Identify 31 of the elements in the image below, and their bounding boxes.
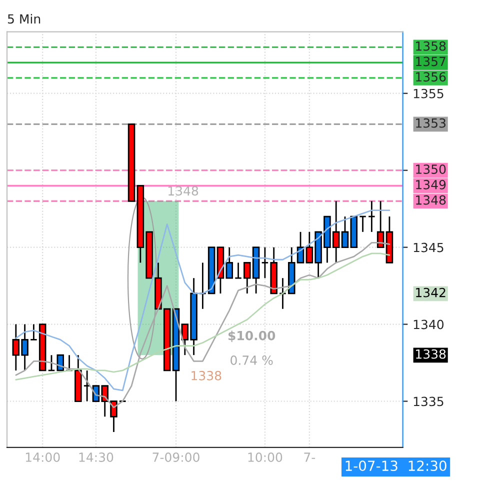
x-tick-label: 14:30 — [79, 452, 114, 462]
ref-line-label: 1349 — [416, 180, 446, 190]
x-tick-label: 7-09:00 — [152, 452, 200, 462]
candlestick — [110, 400, 118, 433]
candlestick — [30, 324, 38, 340]
text: 1-07-13 12:30 — [346, 460, 446, 472]
x-tick-label: 7- — [304, 452, 316, 462]
text: 1342 — [416, 288, 446, 298]
ref-line-label: 1353 — [416, 118, 446, 128]
candlestick — [56, 354, 64, 372]
annotation: 1338 — [192, 370, 222, 380]
x-tick-label: 14:00 — [26, 452, 60, 462]
y-tick-label: 1335 — [414, 396, 444, 406]
text: 1338 — [416, 349, 446, 359]
y-tick-label: 1355 — [414, 88, 444, 98]
y-tick-label: 1340 — [414, 320, 444, 330]
annotation: $10.00 — [228, 330, 276, 342]
ref-line-label: 1357 — [416, 56, 446, 66]
candlestick — [341, 216, 349, 248]
candlestick — [234, 262, 242, 279]
ref-line-label: 1348 — [416, 195, 446, 205]
chart-title: 5 Min — [8, 14, 40, 24]
ref-line-label: 1350 — [416, 164, 446, 174]
candlestick — [261, 246, 269, 279]
annotation: 0.74 % — [230, 356, 273, 365]
annotation: 1348 — [168, 186, 198, 196]
y-tick-label: 1345 — [414, 242, 444, 252]
x-tick-label: 10:00 — [248, 452, 282, 462]
ref-line-label: 1358 — [416, 41, 446, 51]
candlestick — [376, 200, 384, 248]
ref-line-label: 1356 — [416, 72, 446, 82]
